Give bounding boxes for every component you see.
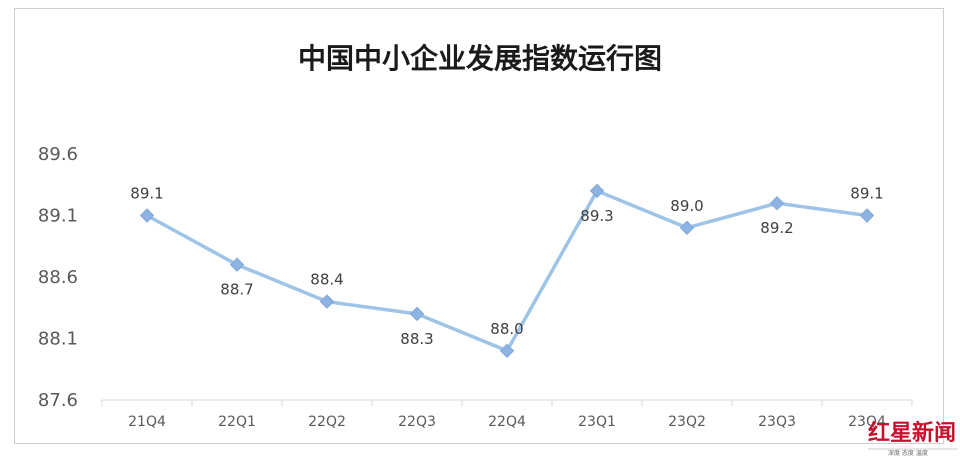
- data-point-marker: [769, 195, 785, 211]
- data-point-marker: [679, 220, 695, 236]
- data-point-marker: [409, 306, 425, 322]
- x-tick-label: 23Q1: [578, 414, 616, 430]
- data-label: 89.1: [130, 185, 163, 203]
- data-label: 89.1: [850, 185, 883, 203]
- watermark-logo: 红星新闻 深度 态度 温度: [868, 420, 958, 457]
- x-tick-label: 23Q4: [848, 414, 886, 430]
- data-point-marker: [319, 294, 335, 309]
- y-tick-label: 87.6: [38, 390, 78, 411]
- data-point-marker: [139, 208, 155, 223]
- y-tick-label: 89.6: [38, 144, 78, 165]
- y-tick-label: 88.6: [38, 267, 78, 288]
- series-line: [139, 183, 875, 359]
- y-axis: 87.6 88.1 88.6 89.1 89.6: [38, 144, 78, 411]
- x-axis: 21Q4 22Q1 22Q2 22Q3 22Q4 23Q1 23Q2 23Q3 23Q4: [101, 399, 913, 430]
- chart-title: 中国中小企业发展指数运行图: [298, 42, 662, 75]
- x-tick-label: 21Q4: [128, 414, 166, 430]
- x-tick-label: 22Q4: [488, 414, 526, 430]
- data-point-marker: [859, 208, 875, 223]
- data-label: 89.0: [670, 197, 703, 215]
- x-tick-label: 22Q3: [398, 414, 436, 430]
- data-point-marker: [499, 343, 515, 359]
- watermark-subtext: 深度 态度 温度: [888, 449, 928, 457]
- data-label: 88.3: [400, 330, 433, 348]
- watermark-text: 红星新闻: [868, 420, 956, 446]
- data-labels: 89.1 88.7 88.4 88.3 88.0 89.3 89.0 89.2 89.1: [130, 185, 883, 348]
- x-tick-label: 23Q2: [668, 414, 706, 430]
- data-label: 88.4: [310, 271, 343, 289]
- x-tick-label: 22Q1: [218, 414, 256, 430]
- data-label: 89.2: [760, 219, 793, 237]
- x-tick-label: 23Q3: [758, 414, 796, 430]
- data-label: 88.7: [220, 281, 253, 299]
- y-tick-label: 88.1: [38, 329, 78, 350]
- x-tick-label: 22Q2: [308, 414, 346, 430]
- data-label: 88.0: [490, 320, 523, 338]
- data-point-marker: [229, 257, 245, 272]
- y-tick-label: 89.1: [38, 206, 78, 227]
- data-label: 89.3: [580, 207, 613, 225]
- data-point-marker: [589, 183, 605, 199]
